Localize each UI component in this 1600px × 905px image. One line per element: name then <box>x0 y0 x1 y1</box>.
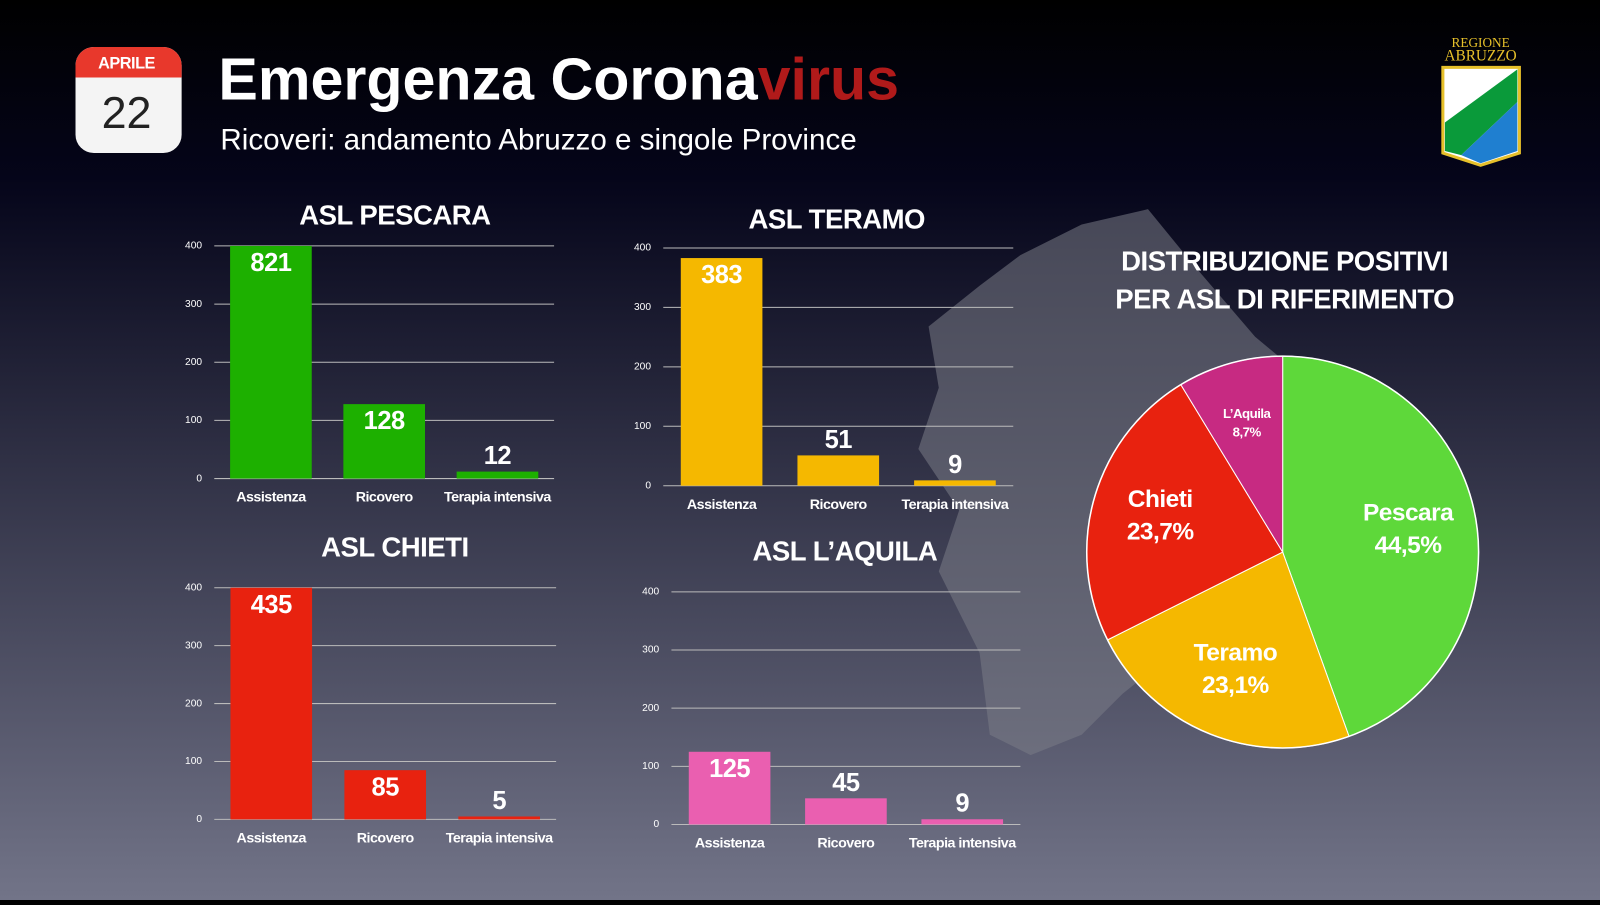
chart-title: ASL TERAMO <box>748 204 925 235</box>
title: Emergenza Coronavirus <box>218 45 899 112</box>
chart-title: ASL PESCARA <box>299 200 491 231</box>
value-label: 12 <box>484 442 512 470</box>
bar <box>914 480 996 486</box>
chart-title: ASL CHIETI <box>321 531 468 562</box>
y-tick-label: 0 <box>196 473 202 484</box>
y-tick-label: 0 <box>196 814 202 825</box>
chart-title: ASL L’AQUILA <box>753 535 938 566</box>
x-tick-label: Ricovero <box>817 836 875 852</box>
y-tick-label: 100 <box>634 421 651 432</box>
value-label: 125 <box>709 755 750 783</box>
x-tick-label: Assistenza <box>695 836 766 852</box>
pie-outline <box>1085 355 1480 749</box>
slice-label: Chieti <box>1128 486 1193 513</box>
y-tick-label: 300 <box>642 645 659 656</box>
value-label: 9 <box>948 451 962 479</box>
x-tick-label: Terapia intensiva <box>902 497 1010 513</box>
bar <box>921 819 1004 825</box>
y-tick-label: 100 <box>185 415 202 426</box>
slice-value: 23,1% <box>1202 672 1270 699</box>
bar <box>458 816 540 820</box>
slice-value: 8,7% <box>1233 424 1262 439</box>
value-label: 85 <box>372 773 400 801</box>
bar <box>456 471 539 479</box>
logo-text: REGIONE <box>1452 35 1510 50</box>
bar <box>680 258 763 486</box>
slice-value: 23,7% <box>1127 519 1195 546</box>
value-label: 5 <box>492 787 506 815</box>
slice-label: Teramo <box>1194 639 1278 666</box>
slice-value: 44,5% <box>1375 532 1443 559</box>
value-label: 435 <box>251 591 292 619</box>
x-tick-label: Assistenza <box>687 497 758 513</box>
title-highlight: virus <box>758 45 899 112</box>
y-tick-label: 100 <box>185 756 202 767</box>
y-tick-label: 400 <box>642 587 659 598</box>
y-tick-label: 100 <box>642 761 659 772</box>
value-label: 383 <box>701 261 742 289</box>
slice-label: Pescara <box>1363 499 1454 526</box>
x-tick-label: Terapia intensiva <box>444 490 552 506</box>
y-tick-label: 400 <box>185 241 202 252</box>
x-tick-label: Assistenza <box>237 831 308 847</box>
x-tick-label: Ricovero <box>356 490 414 506</box>
x-tick-label: Terapia intensiva <box>909 836 1017 852</box>
value-label: 821 <box>250 249 291 277</box>
y-tick-label: 400 <box>634 243 651 254</box>
value-label: 51 <box>825 426 853 454</box>
y-tick-label: 200 <box>642 703 659 714</box>
x-tick-label: Assistenza <box>236 490 307 506</box>
y-tick-label: 0 <box>654 819 660 830</box>
value-label: 128 <box>364 407 405 435</box>
x-tick-label: Terapia intensiva <box>446 831 554 847</box>
y-tick-label: 300 <box>185 640 202 651</box>
logo: REGIONE ABRUZZO <box>1441 35 1521 167</box>
slice-label: L’Aquila <box>1223 406 1272 421</box>
y-tick-label: 400 <box>185 582 202 593</box>
logo-text: ABRUZZO <box>1444 48 1516 65</box>
bar <box>688 751 771 825</box>
chart-title: PER ASL DI RIFERIMENTO <box>1115 283 1454 314</box>
calendar-month: APRILE <box>98 55 155 73</box>
bar <box>344 770 427 820</box>
y-tick-label: 200 <box>634 362 651 373</box>
value-label: 45 <box>832 769 860 797</box>
bar <box>797 455 880 486</box>
y-tick-label: 200 <box>185 357 202 368</box>
y-tick-label: 0 <box>645 480 651 491</box>
y-tick-label: 300 <box>634 302 651 313</box>
x-tick-label: Ricovero <box>810 497 868 513</box>
calendar-icon: APRILE 22 <box>75 46 182 154</box>
calendar-day: 22 <box>102 87 152 138</box>
bar <box>805 798 887 825</box>
y-tick-label: 200 <box>185 698 202 709</box>
chart-title: DISTRIBUZIONE POSITIVI <box>1121 246 1448 277</box>
subtitle: Ricoveri: andamento Abruzzo e singole Pr… <box>220 124 856 157</box>
y-tick-label: 300 <box>185 299 202 310</box>
value-label: 9 <box>955 790 969 818</box>
bar <box>230 587 313 820</box>
bar <box>230 245 312 479</box>
title-main: Emergenza Corona <box>218 45 758 112</box>
x-tick-label: Ricovero <box>357 831 415 847</box>
bar <box>343 404 425 479</box>
